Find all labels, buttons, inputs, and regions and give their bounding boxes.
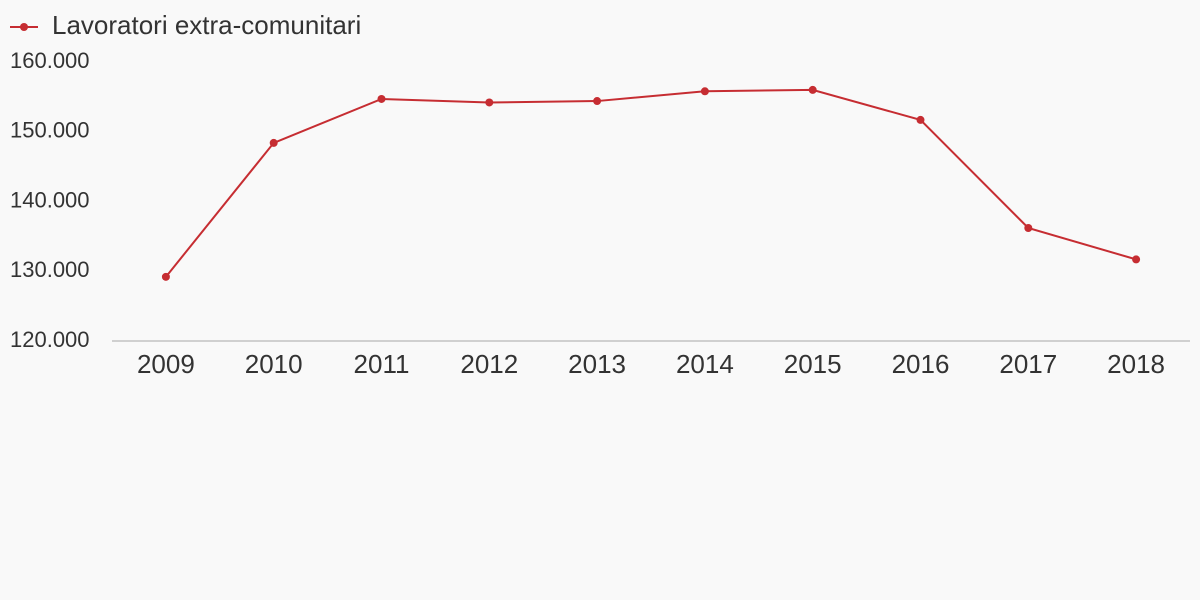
x-tick-label: 2011 [354,349,410,379]
y-tick-label: 150.000 [10,118,90,143]
data-point [916,115,925,124]
y-tick-label: 160.000 [10,48,90,73]
series-line [165,88,1137,278]
x-tick-label: 2012 [460,349,518,379]
data-point [269,138,278,147]
data-point [377,94,386,103]
data-point [485,98,494,107]
y-tick-label: 130.000 [10,257,90,282]
x-tick-label: 2014 [676,349,734,379]
x-tick-label: 2010 [245,349,303,379]
x-tick-label: 2017 [999,349,1057,379]
data-point [161,272,170,281]
data-point [808,85,817,94]
x-tick-label: 2013 [568,349,626,379]
x-tick-label: 2015 [784,349,842,379]
y-tick-label: 140.000 [10,187,90,212]
data-point [593,97,602,106]
data-point [1132,255,1141,264]
legend-marker [20,23,28,31]
x-tick-label: 2009 [137,349,195,379]
data-point [1024,224,1033,233]
y-tick-label: 120.000 [10,327,90,352]
x-tick-label: 2018 [1107,349,1165,379]
x-tick-label: 2016 [892,349,950,379]
legend-label: Lavoratori extra-comunitari [52,10,361,40]
data-point [700,87,709,96]
